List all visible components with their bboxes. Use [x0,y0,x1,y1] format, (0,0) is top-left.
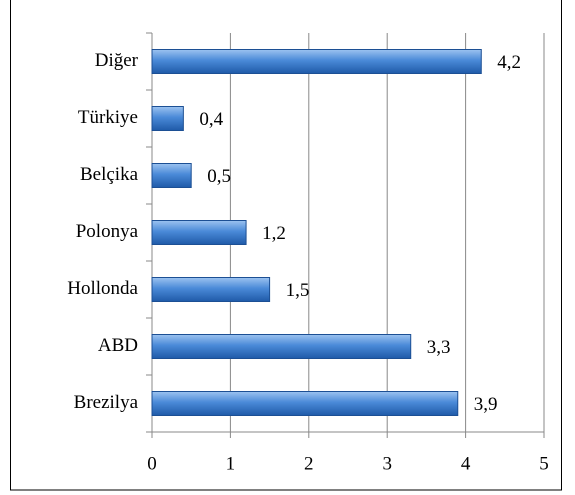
value-label: 1,5 [286,280,310,301]
value-label: 1,2 [262,223,286,244]
y-tick-label: Diğer [95,50,139,71]
x-tick-label: 4 [461,453,471,474]
x-tick-label: 0 [147,453,157,474]
frame [10,0,562,491]
bar [151,106,184,131]
y-tick-label: Belçika [80,164,139,185]
y-tick-label: Türkiye [78,107,138,128]
value-label: 0,4 [199,109,223,130]
bar [151,49,482,74]
y-tick-label: ABD [98,335,138,356]
y-tick-label: Hollonda [67,278,138,299]
y-tick-label: Polonya [76,221,139,242]
x-tick-label: 3 [382,453,392,474]
bar [151,334,412,359]
value-label: 0,5 [207,166,231,187]
x-tick-label: 5 [539,453,549,474]
x-tick-label: 2 [304,453,314,474]
bar [151,277,271,302]
x-tick-label: 1 [226,453,236,474]
value-label: 3,3 [427,337,451,358]
y-tick-label: Brezilya [74,392,139,413]
bar [151,163,192,188]
bar [151,391,459,416]
bar [151,220,247,245]
value-label: 3,9 [474,394,498,415]
value-label: 4,2 [497,52,521,73]
